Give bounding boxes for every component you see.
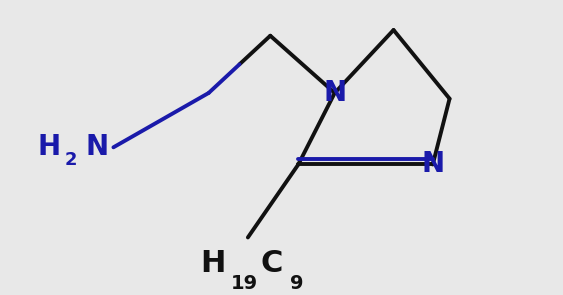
Text: H: H (200, 249, 225, 278)
Text: N: N (86, 133, 109, 161)
Text: 9: 9 (290, 274, 303, 293)
Text: C: C (260, 249, 283, 278)
Text: N: N (421, 150, 444, 178)
Text: H: H (38, 133, 61, 161)
Text: 19: 19 (231, 274, 258, 293)
Text: N: N (323, 79, 346, 107)
Text: 2: 2 (65, 151, 77, 169)
